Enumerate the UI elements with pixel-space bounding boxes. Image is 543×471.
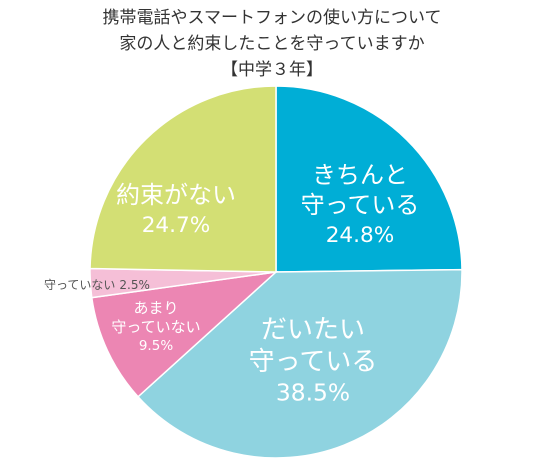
- category-label: 守っていない: [44, 278, 115, 292]
- value-label: 24.8%: [326, 223, 395, 248]
- category-label: だいたい守っている: [249, 315, 378, 377]
- slice-label: 守っていない 2.5%: [44, 278, 150, 292]
- value-label: 2.5%: [119, 278, 150, 292]
- value-label: 9.5%: [139, 338, 173, 354]
- pie-slice: [275, 85, 463, 273]
- category-label: 約束がない: [116, 181, 236, 209]
- chart-title: 携帯電話やスマートフォンの使い方について家の人と約束したことを守っていますか: [103, 7, 442, 54]
- pie-slice: [136, 268, 463, 459]
- pie-slice: [89, 85, 277, 273]
- chart-subtitle: 【中学３年】: [221, 60, 323, 80]
- value-label: 24.7%: [142, 213, 211, 238]
- category-label: きちんと守っている: [301, 161, 420, 219]
- category-label: あまり守っていない: [111, 299, 200, 336]
- value-label: 38.5%: [276, 379, 350, 407]
- pie-slice: [90, 270, 279, 398]
